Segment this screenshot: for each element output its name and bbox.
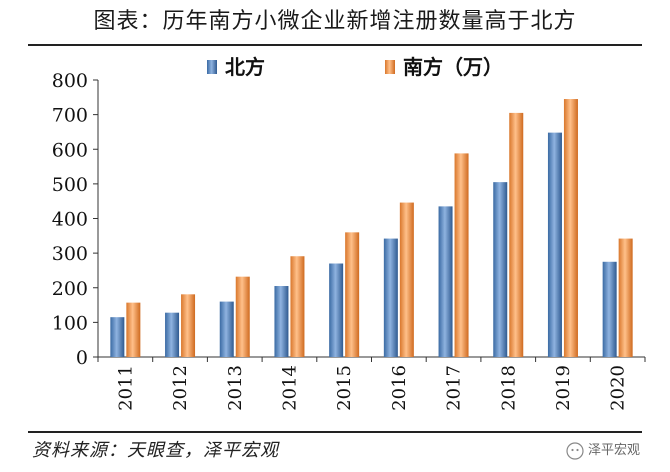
legend-label: 南方（万） — [403, 55, 503, 79]
bar-south — [563, 99, 578, 357]
bar-north — [493, 182, 508, 357]
bar-south — [454, 153, 469, 357]
y-tick-label: 800 — [52, 70, 88, 92]
legend-swatch — [385, 60, 395, 74]
bar-north — [547, 132, 562, 357]
bar-north — [602, 261, 617, 357]
x-tick-label: 2013 — [225, 365, 246, 411]
bar-north — [438, 206, 453, 357]
x-tick-label: 2011 — [115, 365, 136, 411]
x-tick-label: 2016 — [389, 365, 410, 411]
bar-north — [219, 301, 234, 357]
y-tick-label: 0 — [76, 347, 88, 369]
x-tick-label: 2018 — [498, 365, 519, 411]
bar-south — [618, 238, 633, 357]
bar-south — [399, 202, 414, 357]
bar-north — [274, 286, 289, 357]
bar-south — [345, 232, 360, 357]
x-tick-label: 2020 — [608, 365, 629, 411]
title-divider — [28, 44, 642, 46]
y-tick-label: 700 — [52, 105, 88, 127]
y-tick-label: 500 — [52, 174, 88, 196]
bar-south — [290, 256, 305, 357]
x-tick-label: 2019 — [553, 365, 574, 411]
legend-label: 北方 — [225, 55, 265, 79]
x-tick-label: 2012 — [170, 365, 191, 411]
y-tick-label: 200 — [52, 278, 88, 300]
source-note: 资料来源：天眼查，泽平宏观 — [32, 440, 279, 461]
bar-south — [181, 294, 196, 357]
bar-south — [126, 302, 141, 357]
watermark: 泽平宏观 — [566, 440, 640, 462]
bar-north — [329, 263, 344, 357]
bar-north — [110, 317, 125, 357]
footer-divider — [28, 431, 642, 433]
page-title: 图表：历年南方小微企业新增注册数量高于北方 — [93, 9, 577, 34]
bar-south — [235, 276, 250, 357]
x-tick-label: 2017 — [444, 365, 465, 411]
bar-north — [383, 238, 398, 357]
y-tick-label: 400 — [52, 209, 88, 231]
wechat-logo-icon — [566, 442, 584, 460]
y-tick-label: 600 — [52, 139, 88, 161]
bar-south — [509, 112, 524, 357]
watermark-text: 泽平宏观 — [587, 443, 640, 458]
y-tick-label: 100 — [52, 312, 88, 334]
legend-swatch — [207, 60, 217, 74]
x-tick-label: 2014 — [279, 365, 300, 411]
bar-north — [165, 312, 180, 357]
x-tick-label: 2015 — [334, 365, 355, 411]
y-tick-label: 300 — [52, 243, 88, 265]
